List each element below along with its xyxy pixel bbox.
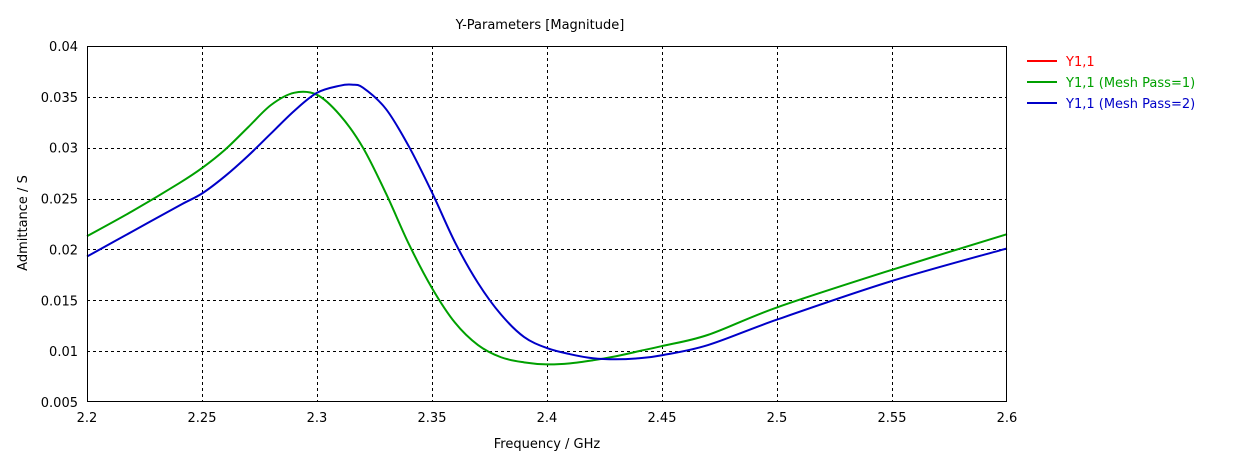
- series-line-2: [86, 90, 1008, 366]
- plot-border: [87, 46, 1007, 402]
- y-tick-label: 0.01: [49, 345, 78, 360]
- x-tick-label: 2.3: [307, 411, 328, 426]
- plot-frame: [87, 46, 1007, 402]
- legend-label: Y1,1: [1065, 55, 1095, 70]
- x-tick-label: 2.2: [77, 411, 98, 426]
- x-tick-labels: 2.2 2.25 2.3 2.35 2.4 2.45 2.5 2.55 2.6: [77, 411, 1018, 426]
- series-lines: [86, 83, 1008, 366]
- x-tick-label: 2.25: [188, 411, 217, 426]
- y-tick-label: 0.005: [41, 396, 78, 411]
- y-tick-label: 0.03: [49, 142, 78, 157]
- y-tick-labels: 0.005 0.01 0.015 0.02 0.025 0.03 0.035 0.04: [41, 40, 78, 411]
- series-line-3: [86, 83, 1008, 361]
- y-tick-label: 0.035: [41, 91, 78, 106]
- chart-title: Y-Parameters [Magnitude]: [455, 18, 625, 33]
- y-tick-label: 0.015: [41, 294, 78, 309]
- x-tick-label: 2.4: [537, 411, 558, 426]
- y-tick-label: 0.025: [41, 193, 78, 208]
- x-tick-label: 2.6: [997, 411, 1018, 426]
- legend-label: Y1,1 (Mesh Pass=1): [1065, 76, 1195, 91]
- legend-label: Y1,1 (Mesh Pass=2): [1065, 97, 1195, 112]
- x-tick-label: 2.45: [648, 411, 677, 426]
- gridlines: [87, 46, 1007, 402]
- x-tick-label: 2.55: [878, 411, 907, 426]
- y-tick-label: 0.04: [49, 40, 78, 55]
- x-tick-label: 2.5: [767, 411, 788, 426]
- y-axis-title: Admittance / S: [16, 175, 31, 271]
- legend: Y1,1 Y1,1 (Mesh Pass=1) Y1,1 (Mesh Pass=2): [1027, 55, 1195, 112]
- x-axis-title: Frequency / GHz: [494, 437, 601, 452]
- x-tick-label: 2.35: [418, 411, 447, 426]
- y-tick-label: 0.02: [49, 243, 78, 258]
